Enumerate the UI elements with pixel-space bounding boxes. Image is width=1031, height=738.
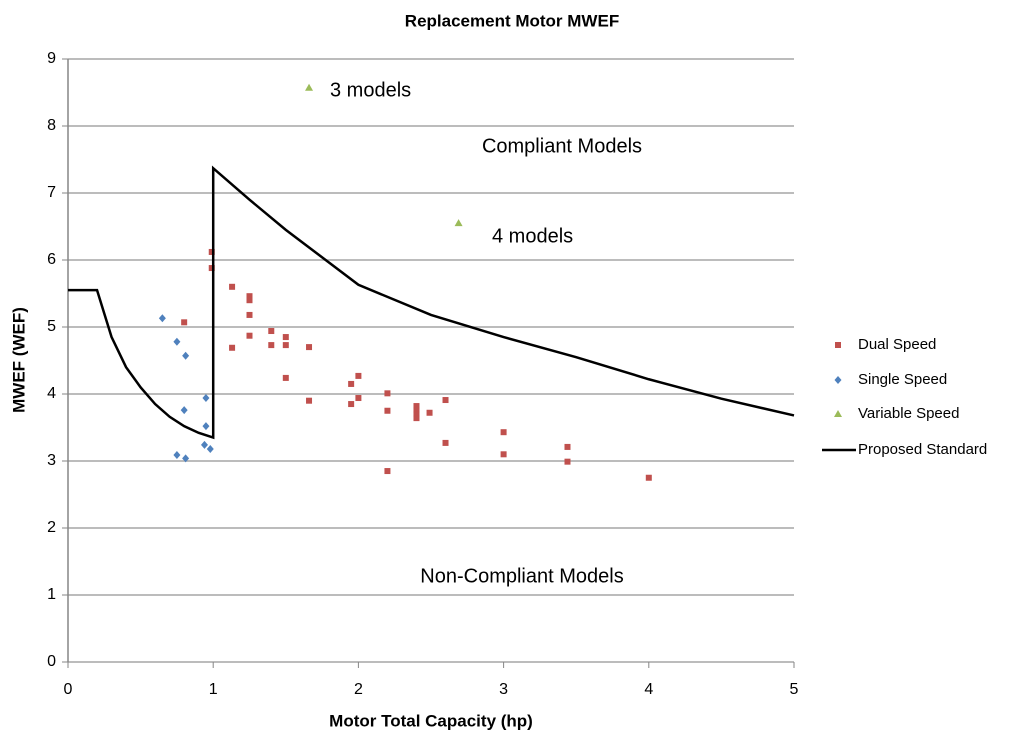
proposed-standard-line <box>68 165 795 440</box>
y-tick-label: 6 <box>47 251 56 268</box>
dual-speed-point <box>306 344 313 351</box>
legend-swatch <box>834 376 842 384</box>
dual-speed-point <box>282 374 289 381</box>
dual-speed-point <box>384 390 391 397</box>
dual-speed-point <box>442 397 449 404</box>
single-speed-point <box>182 454 190 463</box>
single-speed-point <box>202 394 210 403</box>
y-tick-label: 7 <box>47 184 56 201</box>
x-tick-label: 4 <box>644 681 653 698</box>
x-tick-label: 0 <box>64 681 73 698</box>
variable-speed-point <box>454 219 463 227</box>
y-tick-label: 4 <box>47 385 56 402</box>
y-tick-label: 2 <box>47 519 56 536</box>
y-tick-label: 0 <box>47 653 56 670</box>
annotation: 4 models <box>492 225 573 247</box>
legend-label: Dual Speed <box>858 336 936 353</box>
legend-label: Variable Speed <box>858 405 959 422</box>
dual-speed-point <box>413 403 420 410</box>
single-speed-point <box>202 422 210 431</box>
dual-speed-point <box>246 311 253 318</box>
legend-swatch <box>835 342 841 348</box>
annotation: Non-Compliant Models <box>420 565 623 587</box>
y-axis-label: MWEF (WEF) <box>9 307 28 413</box>
annotation: Compliant Models <box>482 135 642 157</box>
dual-speed-point <box>246 293 253 300</box>
dual-speed-point <box>246 297 253 304</box>
dual-speed-point <box>426 409 433 416</box>
dual-speed-point <box>306 397 313 404</box>
dual-speed-point <box>442 439 449 446</box>
legend-swatch <box>834 410 842 417</box>
dual-speed-point <box>413 407 420 414</box>
annotation: 3 models <box>330 79 411 101</box>
y-tick-label: 3 <box>47 452 56 469</box>
chart-title: Replacement Motor MWEF <box>405 11 619 30</box>
dual-speed-point <box>229 344 236 351</box>
dual-speed-point <box>208 265 215 272</box>
dual-speed-point <box>268 328 275 335</box>
dual-speed-point <box>355 395 362 402</box>
x-tick-label: 1 <box>209 681 218 698</box>
dual-speed-point <box>282 334 289 341</box>
single-speed-point <box>158 314 166 323</box>
dual-speed-point <box>500 451 507 458</box>
dual-speed-point <box>181 319 188 326</box>
dual-speed-point <box>413 415 420 422</box>
legend-label: Proposed Standard <box>858 441 987 458</box>
y-tick-label: 1 <box>47 586 56 603</box>
x-tick-label: 5 <box>790 681 799 698</box>
dual-speed-point <box>208 248 215 255</box>
dual-speed-point <box>564 458 571 465</box>
dual-speed-point <box>229 283 236 290</box>
dual-speed-point <box>384 407 391 414</box>
dual-speed-point <box>500 429 507 436</box>
dual-speed-point <box>268 342 275 349</box>
dual-speed-point <box>355 372 362 379</box>
dual-speed-point <box>564 443 571 450</box>
single-speed-point <box>200 440 208 449</box>
x-tick-label: 3 <box>499 681 508 698</box>
dual-speed-point <box>282 342 289 349</box>
x-tick-label: 2 <box>354 681 363 698</box>
dual-speed-point <box>645 474 652 481</box>
single-speed-point <box>173 450 181 459</box>
y-tick-label: 9 <box>47 50 56 67</box>
dual-speed-point <box>384 468 391 475</box>
dual-speed-point <box>413 411 420 418</box>
dual-speed-point <box>246 332 253 339</box>
y-tick-label: 5 <box>47 318 56 335</box>
y-tick-label: 8 <box>47 117 56 134</box>
x-axis-label: Motor Total Capacity (hp) <box>329 711 533 730</box>
single-speed-point <box>173 337 181 346</box>
variable-speed-point <box>305 83 314 91</box>
single-speed-point <box>206 444 214 453</box>
dual-speed-point <box>348 380 355 387</box>
dual-speed-point <box>348 401 355 408</box>
single-speed-point <box>180 406 188 415</box>
single-speed-point <box>182 351 190 360</box>
legend-label: Single Speed <box>858 371 947 388</box>
